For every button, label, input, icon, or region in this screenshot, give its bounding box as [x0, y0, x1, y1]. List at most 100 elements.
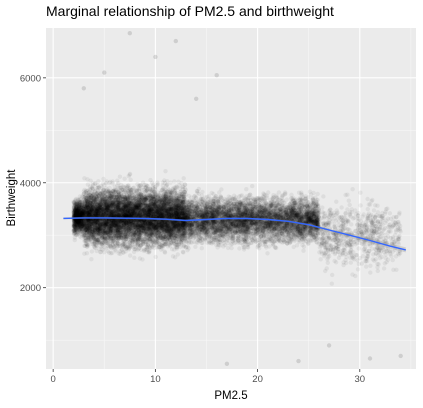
data-point: [161, 227, 166, 233]
data-point: [145, 206, 150, 211]
data-point: [85, 213, 90, 219]
data-point: [127, 201, 132, 207]
data-point: [86, 218, 91, 224]
data-point: [98, 205, 104, 211]
data-point: [72, 237, 78, 243]
data-point: [90, 186, 96, 191]
data-point: [96, 189, 101, 195]
data-point: [173, 212, 178, 217]
data-point: [85, 242, 90, 247]
data-point: [161, 207, 167, 213]
data-point: [163, 169, 168, 174]
data-point: [111, 210, 116, 215]
data-point: [125, 222, 130, 227]
data-point: [124, 196, 129, 201]
data-point: [182, 214, 187, 219]
data-point: [123, 209, 129, 214]
plot-panel: [46, 28, 416, 369]
point-cloud: [71, 31, 403, 366]
data-point: [118, 228, 123, 233]
data-point: [101, 231, 106, 236]
data-point: [180, 185, 185, 190]
data-point: [148, 221, 153, 226]
data-point: [162, 219, 167, 225]
data-point: [106, 218, 112, 223]
data-point: [76, 206, 82, 211]
data-point: [111, 204, 116, 210]
data-point: [104, 219, 109, 224]
data-point: [107, 194, 113, 199]
data-point: [154, 231, 160, 236]
data-point: [151, 204, 157, 210]
data-point: [124, 204, 129, 209]
data-point: [175, 201, 180, 206]
data-point: [180, 237, 185, 242]
data-point: [146, 207, 151, 212]
data-point: [131, 211, 137, 216]
data-point: [115, 183, 120, 188]
data-point: [71, 200, 77, 205]
data-point: [152, 194, 157, 199]
data-point: [78, 212, 83, 217]
data-point: [136, 213, 141, 218]
data-point: [148, 208, 153, 213]
data-point: [130, 223, 135, 229]
data-point: [178, 228, 183, 233]
data-point: [179, 203, 184, 209]
data-point: [80, 223, 85, 228]
data-point: [94, 201, 100, 206]
data-point: [102, 234, 107, 239]
data-point: [122, 212, 127, 217]
data-point: [176, 220, 182, 226]
data-point: [145, 228, 151, 234]
data-point: [142, 226, 147, 231]
data-point: [127, 229, 132, 234]
data-point: [163, 212, 168, 218]
data-point: [111, 222, 116, 227]
data-point: [117, 213, 122, 218]
data-point: [102, 237, 108, 243]
data-point: [73, 211, 79, 216]
data-point: [97, 202, 103, 207]
data-point: [117, 174, 123, 179]
data-point: [170, 203, 176, 208]
data-point: [75, 213, 80, 218]
data-point: [144, 193, 149, 199]
data-point: [183, 223, 188, 228]
data-point: [79, 210, 84, 216]
data-point: [116, 229, 121, 235]
data-point: [163, 237, 169, 242]
data-point: [123, 213, 128, 219]
data-point: [156, 220, 161, 225]
data-point: [81, 217, 87, 223]
data-point: [93, 218, 98, 223]
data-point: [148, 208, 153, 213]
data-point: [147, 207, 152, 213]
data-point: [89, 257, 94, 262]
data-point: [133, 199, 138, 204]
data-point: [105, 203, 111, 209]
data-point: [118, 225, 123, 230]
data-point: [171, 223, 176, 228]
data-point: [125, 233, 130, 239]
data-point: [146, 232, 151, 238]
data-point: [172, 205, 177, 210]
data-point: [147, 203, 152, 208]
data-point: [71, 227, 77, 232]
data-point: [128, 200, 133, 206]
data-point: [72, 217, 78, 223]
data-point: [96, 213, 101, 219]
data-point: [152, 193, 157, 198]
data-point: [160, 213, 165, 218]
data-point: [149, 194, 154, 199]
grid-major: [46, 28, 416, 369]
data-point: [153, 200, 158, 205]
data-point: [153, 254, 158, 260]
data-point: [103, 230, 109, 235]
data-point: [159, 204, 164, 210]
data-point: [176, 211, 182, 216]
data-point: [86, 220, 92, 225]
data-point: [150, 206, 155, 212]
data-point: [155, 233, 160, 238]
